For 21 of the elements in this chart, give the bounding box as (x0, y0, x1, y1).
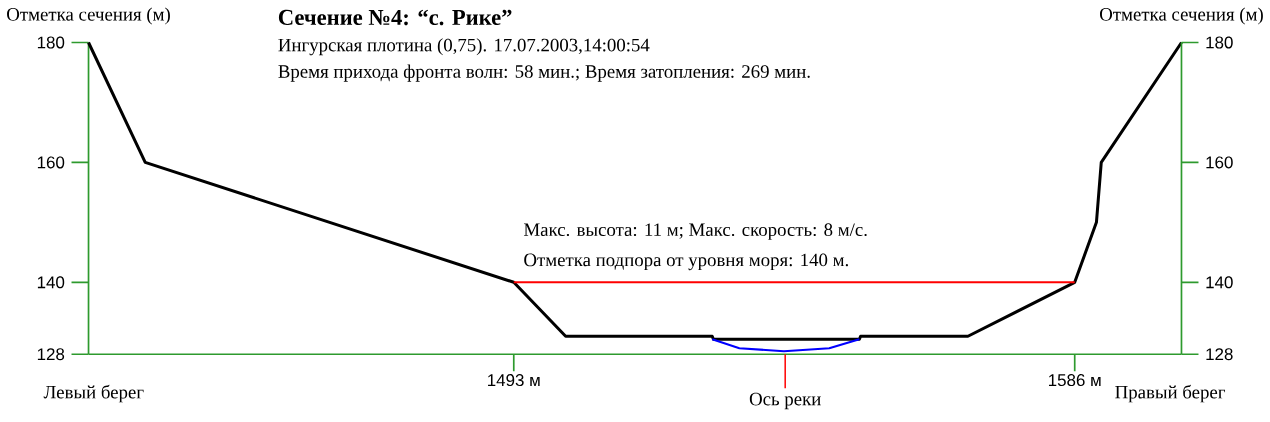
y2-tick-label: 128 (1206, 348, 1233, 361)
y-tick-label: 180 (37, 36, 65, 49)
y2-tick-label: 180 (1206, 36, 1233, 49)
y2-tick-label: 160 (1206, 156, 1233, 169)
chart-subtitle: Ингурская плотина (0,75). 17.07.2003,14:00:54 (278, 38, 650, 56)
chart-title: Сечение №4: “с. Рике” (278, 9, 512, 26)
ref-line-label: Ось реки (749, 392, 821, 410)
x-tick-label: 1586 м (1049, 373, 1101, 386)
y2-axis-title: Отметка сечения (м) (1100, 7, 1263, 25)
annotation: Время прихода фронта волн: 58 мин.; Время затопления: 269 мин. (278, 64, 810, 82)
y-axis-title: Отметка сечения (м) (7, 7, 170, 25)
line-series (87, 40, 1183, 341)
y-tick-label: 140 (37, 276, 65, 289)
y-tick-label: 160 (37, 156, 65, 169)
text: Левый берег (43, 384, 144, 403)
annotation: Макс. высота: 11 м; Макс. скорость: 8 м/с. (523, 223, 867, 240)
y-tick-label: 128 (37, 348, 65, 361)
y2-tick-label: 140 (1206, 276, 1233, 289)
x-tick-label: 1493 м (488, 373, 540, 386)
annotation: Отметка подпора от уровня моря: 140 м. (524, 253, 848, 270)
text: Правый берег (1115, 384, 1226, 403)
